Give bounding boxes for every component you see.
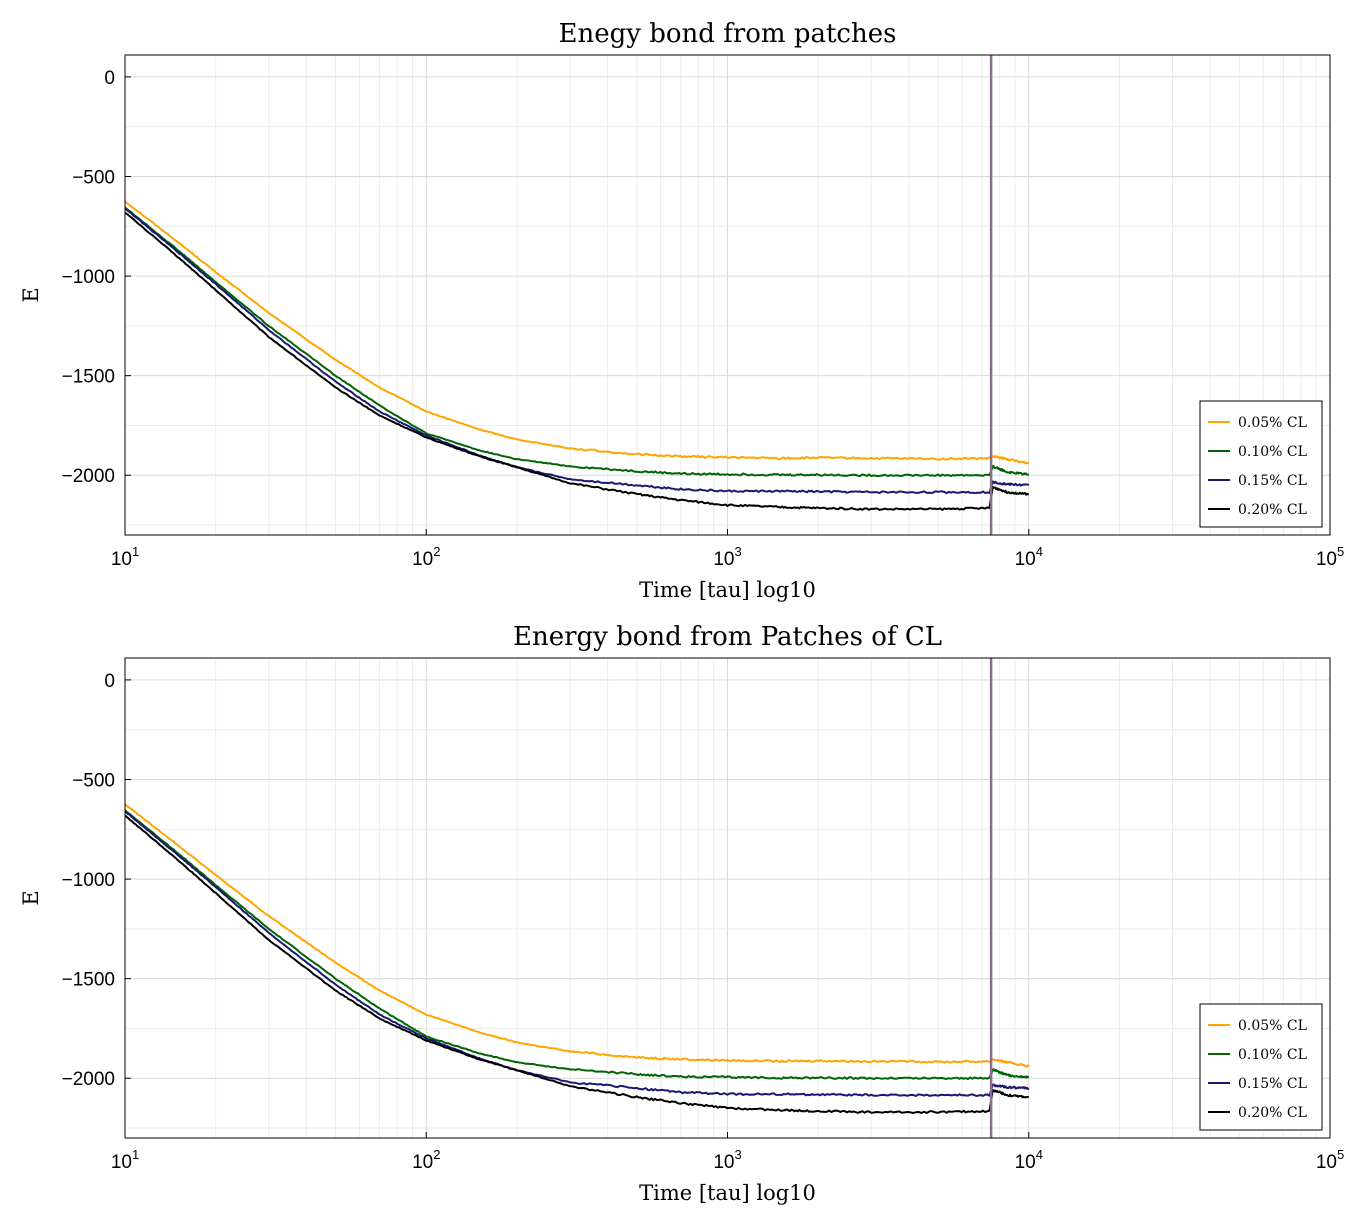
x-tick-label: 101 xyxy=(111,544,139,570)
series-line-1 xyxy=(125,200,1030,465)
y-tick-label: 0 xyxy=(104,68,115,89)
legend: 0.05% CL 0.10% CL 0.15% CL 0.20% CL xyxy=(1199,1003,1323,1131)
x-tick-label: 104 xyxy=(1015,1147,1043,1173)
y-tick-label: 0 xyxy=(104,671,115,692)
y-tick-label: −1500 xyxy=(62,367,115,388)
plot-frame xyxy=(124,657,1331,1139)
chart-panel-1: 101 102 103 104 105 0 −500 −1000 −1500 −2000 Enegy… xyxy=(19,19,1344,602)
series-line-4 xyxy=(125,814,1030,1114)
x-tick-label: 105 xyxy=(1316,544,1344,570)
chart-panel-2: 101 102 103 104 105 0 −500 −1000 −1500 −2000 Energ… xyxy=(19,622,1344,1205)
series-line-1 xyxy=(125,803,1030,1068)
series-line-4 xyxy=(125,211,1029,511)
legend-label: 0.05% CL xyxy=(1238,415,1307,431)
legend-label: 0.10% CL xyxy=(1238,1047,1307,1063)
plot-area xyxy=(125,803,1030,1114)
x-axis-label: Time [tau] log10 xyxy=(639,578,816,602)
legend-label: 0.20% CL xyxy=(1238,1105,1307,1121)
legend-label: 0.05% CL xyxy=(1238,1018,1307,1034)
legend-label: 0.10% CL xyxy=(1238,444,1307,460)
legend-label: 0.15% CL xyxy=(1238,1076,1307,1092)
y-tick-label: −1500 xyxy=(62,970,115,991)
y-tick-label: −500 xyxy=(72,167,115,188)
series-line-3 xyxy=(125,810,1030,1097)
y-tick-label: −2000 xyxy=(62,466,115,487)
y-tick-label: −1000 xyxy=(62,267,115,288)
x-tick-label: 103 xyxy=(713,544,741,570)
x-tick-label: 104 xyxy=(1015,544,1043,570)
x-tick-label: 103 xyxy=(713,1147,741,1173)
y-tick-label: −500 xyxy=(72,770,115,791)
y-axis-label: E xyxy=(19,287,43,302)
y-axis-label: E xyxy=(19,890,43,905)
series-line-2 xyxy=(125,206,1030,478)
x-tick-label: 102 xyxy=(412,1147,440,1173)
chart-title: Energy bond from Patches of CL xyxy=(513,622,942,652)
x-axis-label: Time [tau] log10 xyxy=(639,1181,816,1205)
chart-title: Enegy bond from patches xyxy=(559,19,897,49)
series-line-3 xyxy=(125,207,1030,495)
legend-label: 0.15% CL xyxy=(1238,473,1307,489)
y-tick-label: −1000 xyxy=(62,870,115,891)
series-line-2 xyxy=(125,809,1029,1081)
x-tick-label: 102 xyxy=(412,544,440,570)
x-tick-label: 105 xyxy=(1316,1147,1344,1173)
y-tick-label: −2000 xyxy=(62,1069,115,1090)
plot-area xyxy=(125,200,1030,511)
legend: 0.05% CL 0.10% CL 0.15% CL 0.20% CL xyxy=(1199,400,1323,528)
legend-label: 0.20% CL xyxy=(1238,502,1307,518)
plot-frame xyxy=(124,54,1331,536)
x-tick-label: 101 xyxy=(111,1147,139,1173)
